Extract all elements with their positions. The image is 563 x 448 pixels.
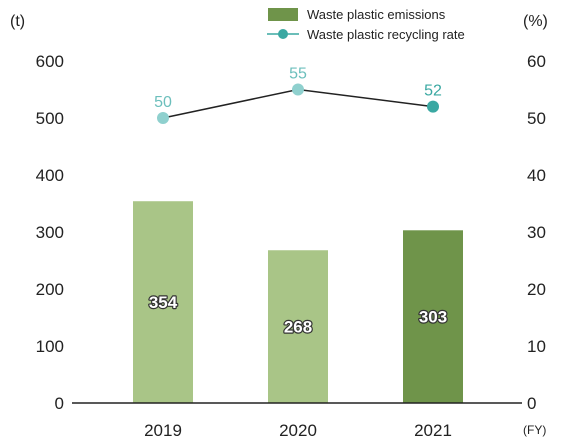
recycling-rate-value-label: 52 [424,83,442,100]
left-axis-ticks: 0 100 200 300 400 500 600 [36,52,64,413]
left-tick-label: 100 [36,337,64,356]
right-tick-label: 10 [527,337,546,356]
legend-marker-recycling [278,29,288,39]
right-tick-label: 0 [527,394,536,413]
recycling-rate-point-2020 [292,83,304,96]
right-tick-label: 50 [527,109,546,128]
x-axis-unit: (FY) [523,423,546,437]
bar-value-label: 354 [149,293,178,312]
category-label-2021: 2021 [414,421,452,440]
left-tick-label: 600 [36,52,64,71]
right-tick-label: 20 [527,280,546,299]
category-label-2019: 2019 [144,421,182,440]
right-tick-label: 30 [527,223,546,242]
bar-value-label: 268 [284,318,312,337]
bar-2021 [403,230,463,403]
right-axis-unit: (%) [523,13,548,30]
left-tick-label: 0 [55,394,64,413]
left-tick-label: 500 [36,109,64,128]
bar-2019 [133,201,193,403]
left-tick-label: 300 [36,223,64,242]
recycling-rate-point-2021 [427,100,439,113]
category-labels: 2019 2020 2021 [144,421,452,440]
category-label-2020: 2020 [279,421,317,440]
right-axis-ticks: 0 10 20 30 40 50 60 [527,52,546,413]
right-tick-label: 40 [527,166,546,185]
right-tick-label: 60 [527,52,546,71]
legend: Waste plastic emissions Waste plastic re… [267,7,465,42]
emissions-bars: 354 268 303 [133,201,463,403]
bar-value-label: 303 [419,308,447,327]
left-axis-unit: (t) [10,13,25,30]
recycling-rate-value-label: 50 [154,94,172,111]
recycling-rate-point-2019 [157,112,169,124]
left-tick-label: 200 [36,280,64,299]
recycling-rate-value-label: 55 [289,66,307,83]
legend-label-emissions: Waste plastic emissions [307,7,446,22]
recycling-rate-series: 50 55 52 [154,66,442,124]
bar-2020 [268,250,328,403]
left-tick-label: 400 [36,166,64,185]
legend-swatch-emissions [268,8,298,21]
legend-label-recycling: Waste plastic recycling rate [307,27,465,42]
